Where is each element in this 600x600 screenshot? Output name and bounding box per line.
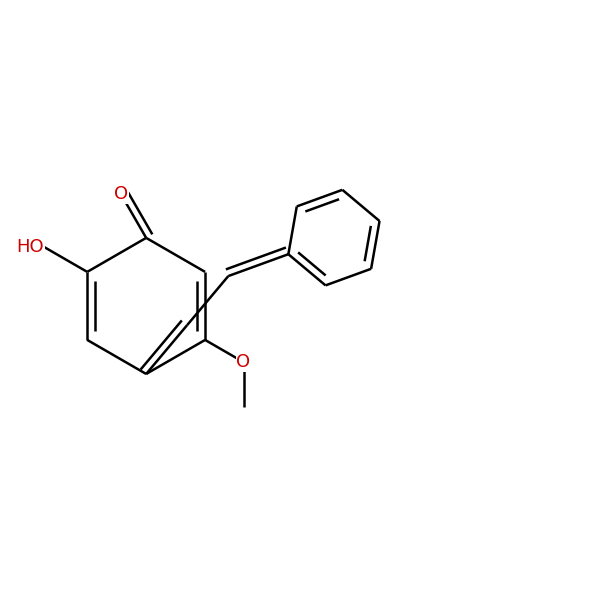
Text: O: O [236,353,251,371]
Text: O: O [114,185,128,203]
Text: HO: HO [16,238,44,256]
